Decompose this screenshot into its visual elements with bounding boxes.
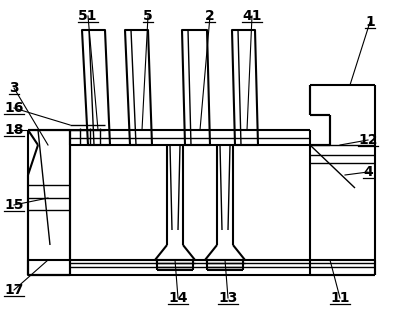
Text: 11: 11 (330, 291, 350, 305)
Text: 4: 4 (363, 165, 373, 179)
Text: 18: 18 (4, 123, 24, 137)
Text: 3: 3 (9, 81, 19, 95)
Text: 17: 17 (4, 283, 24, 297)
Text: 41: 41 (242, 9, 262, 23)
Text: 51: 51 (78, 9, 98, 23)
Text: 5: 5 (143, 9, 153, 23)
Text: 12: 12 (358, 133, 378, 147)
Text: 1: 1 (365, 15, 375, 29)
Text: 2: 2 (205, 9, 215, 23)
Text: 15: 15 (4, 198, 24, 212)
Text: 14: 14 (168, 291, 188, 305)
Text: 16: 16 (4, 101, 24, 115)
Text: 13: 13 (219, 291, 238, 305)
